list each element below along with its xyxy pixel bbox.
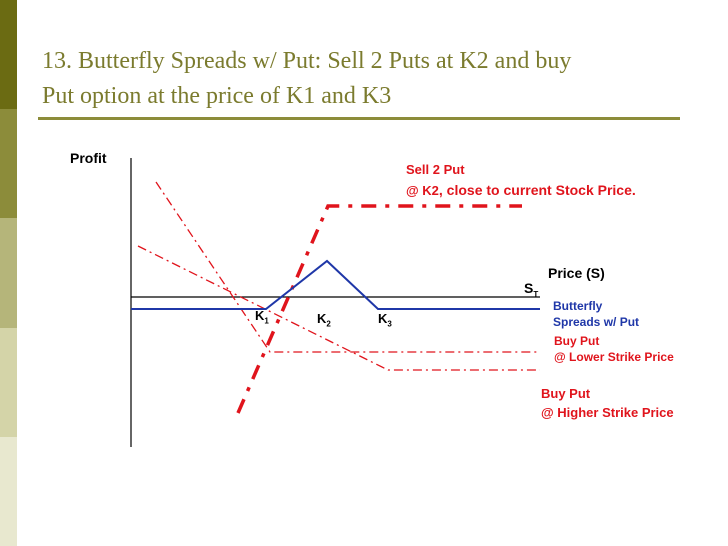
buy-put-higher-strike-line: [137, 245, 540, 371]
k2-label: K2: [317, 311, 331, 329]
buy-put-lower-line2: @ Lower Strike Price: [554, 350, 674, 364]
sell-two-puts-line2-prefix: @ K2: [406, 183, 439, 198]
k1-sub: 1: [264, 316, 269, 326]
st-label-sub: T: [533, 289, 539, 299]
buy-put-higher-line2: @ Higher Strike Price: [541, 405, 674, 420]
sell-two-puts-line1: Sell 2 Put: [406, 162, 465, 177]
k2-main: K: [317, 311, 327, 326]
k2-sub: 2: [326, 319, 331, 329]
sidebar-block: [0, 436, 17, 546]
st-label-main: S: [524, 280, 534, 296]
sell-two-puts-line2-suffix: , close to current Stock Price.: [438, 182, 636, 198]
k1-label: K1: [255, 308, 269, 326]
k3-sub: 3: [387, 319, 392, 329]
sell-two-puts-label: Sell 2 Put @ K2, close to current Stock …: [406, 160, 636, 201]
slide-title-line2: Put option at the price of K1 and K3: [42, 83, 392, 109]
butterfly-payoff-line: [131, 259, 540, 310]
k3-main: K: [378, 311, 388, 326]
x-axis-label: Price (S): [548, 265, 605, 281]
sidebar-block: [0, 327, 17, 437]
sidebar-block: [0, 218, 17, 328]
butterfly-label: Butterfly Spreads w/ Put: [553, 298, 639, 330]
k1-main: K: [255, 308, 265, 323]
slide-title-line1: 13. Butterfly Spreads w/ Put: Sell 2 Put…: [42, 48, 572, 74]
slide-title: 13. Butterfly Spreads w/ Put: Sell 2 Put…: [42, 44, 692, 114]
title-divider: [38, 117, 680, 120]
buy-put-higher-label: Buy Put @ Higher Strike Price: [541, 384, 674, 422]
buy-put-lower-line1: Buy Put: [554, 334, 600, 348]
buy-put-higher-line1: Buy Put: [541, 386, 591, 401]
sell-two-puts-line: [236, 204, 522, 414]
sidebar-block: [0, 0, 17, 110]
butterfly-line1: Butterfly: [553, 299, 603, 313]
buy-put-lower-strike-line: [155, 181, 540, 353]
butterfly-line2: Spreads w/ Put: [553, 315, 640, 329]
sidebar-block: [0, 109, 17, 219]
st-label: ST: [524, 280, 538, 299]
buy-put-lower-label: Buy Put @ Lower Strike Price: [554, 333, 674, 365]
slide-sidebar: [0, 0, 17, 546]
y-axis-label: Profit: [70, 150, 107, 166]
k3-label: K3: [378, 311, 392, 329]
